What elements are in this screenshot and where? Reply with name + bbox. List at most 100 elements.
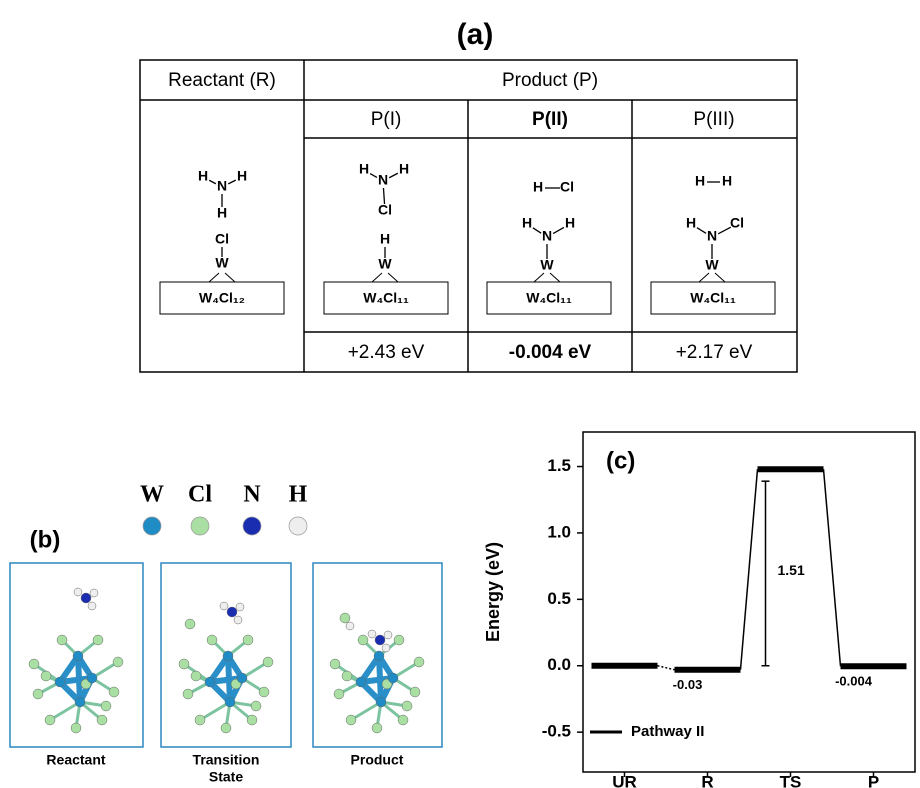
- atom-label: H: [722, 173, 732, 189]
- caption: State: [209, 769, 243, 785]
- atom-sphere: [236, 603, 244, 611]
- atom-sphere: [191, 671, 201, 681]
- legend-label: Pathway II: [631, 723, 704, 740]
- atom-sphere: [358, 635, 368, 645]
- atom-sphere: [113, 657, 123, 667]
- atom-sphere: [384, 631, 392, 639]
- x-tick-label: P: [868, 772, 879, 788]
- bond: [370, 174, 377, 178]
- atom-label: H: [359, 161, 369, 177]
- atom-label: N: [378, 172, 388, 188]
- atom-sphere: [220, 602, 228, 610]
- atom-sphere: [394, 635, 404, 645]
- atom-label: W: [378, 256, 392, 272]
- energy-cell: +2.43 eV: [348, 342, 425, 363]
- atom-label: H: [237, 168, 247, 184]
- atom-sphere: [205, 677, 215, 687]
- bond: [209, 273, 219, 282]
- bond: [228, 180, 235, 184]
- atom-sphere: [223, 651, 233, 661]
- atom-sphere: [87, 673, 97, 683]
- legend-label: Cl: [188, 482, 212, 508]
- x-tick-label: UR: [612, 772, 637, 788]
- legend-label: W: [140, 482, 164, 508]
- caption: Product: [351, 752, 404, 768]
- atom-label: H: [380, 231, 390, 247]
- atom-sphere: [81, 593, 91, 603]
- atom-sphere: [259, 687, 269, 697]
- atom-label: Cl: [730, 215, 744, 231]
- y-tick-label: 0.5: [547, 589, 571, 608]
- atom-sphere: [29, 659, 39, 669]
- figure: (a) Reactant (R) Product (P) P(I) P(II) …: [0, 0, 920, 788]
- bond: [697, 228, 706, 234]
- atom-sphere: [227, 607, 237, 617]
- atom-sphere: [243, 635, 253, 645]
- atom-label: H: [217, 205, 227, 221]
- atom-sphere: [75, 697, 85, 707]
- y-tick-label: 1.5: [547, 456, 571, 475]
- atom-label: N: [707, 228, 717, 244]
- connector: [741, 469, 758, 670]
- atom-label: Cl: [215, 231, 229, 247]
- atom-sphere: [71, 723, 81, 733]
- y-axis-label: Energy (eV): [483, 542, 503, 642]
- legend-sphere: [289, 517, 307, 535]
- atom-sphere: [90, 589, 98, 597]
- bond: [388, 273, 398, 282]
- subheader-cell: P(II): [532, 109, 568, 130]
- atom-sphere: [372, 723, 382, 733]
- atom-sphere: [382, 644, 390, 652]
- atom-sphere: [57, 635, 67, 645]
- atom-sphere: [368, 630, 376, 638]
- atom-label: N: [542, 228, 552, 244]
- value-label: -0.03: [673, 677, 703, 692]
- atom-sphere: [234, 616, 242, 624]
- plot-frame: [583, 432, 915, 772]
- caption: Transition: [193, 752, 260, 768]
- bond: [550, 273, 560, 282]
- y-tick-label: 1.0: [547, 522, 571, 541]
- bond: [715, 273, 725, 282]
- value-label: -0.004: [835, 674, 873, 689]
- atom-label: W: [705, 257, 719, 273]
- bond: [699, 273, 709, 282]
- atom-label: H: [522, 215, 532, 231]
- atom-sphere: [88, 602, 96, 610]
- atom-sphere: [179, 659, 189, 669]
- atom-sphere: [185, 619, 195, 629]
- subheader-cell: P(I): [371, 109, 402, 130]
- atom-sphere: [342, 671, 352, 681]
- stick: [228, 656, 230, 702]
- support-label: W₄Cl₁₂: [199, 290, 245, 306]
- legend-sphere: [243, 517, 261, 535]
- atom-sphere: [45, 715, 55, 725]
- atom-label: W: [215, 255, 229, 271]
- bond: [372, 273, 382, 282]
- subheader-cell: P(III): [693, 109, 734, 130]
- atom-sphere: [346, 715, 356, 725]
- atom-sphere: [388, 673, 398, 683]
- legend-sphere: [191, 517, 209, 535]
- atom-sphere: [41, 671, 51, 681]
- header-cell: Product (P): [502, 70, 598, 91]
- atom-sphere: [346, 622, 354, 630]
- atom-label: H: [686, 215, 696, 231]
- atom-label: Cl: [378, 202, 392, 218]
- y-tick-label: -0.5: [542, 722, 571, 741]
- atom-label: H: [695, 173, 705, 189]
- atom-label: H: [399, 161, 409, 177]
- atom-sphere: [376, 697, 386, 707]
- atom-sphere: [356, 677, 366, 687]
- atom-sphere: [375, 635, 385, 645]
- bond: [389, 173, 398, 178]
- stick: [379, 656, 381, 702]
- bond: [534, 273, 544, 282]
- atom-sphere: [55, 677, 65, 687]
- panel-label: (c): [606, 447, 635, 474]
- energy-cell: -0.004 eV: [509, 342, 592, 363]
- bond: [533, 228, 541, 233]
- atom-sphere: [101, 701, 111, 711]
- atom-sphere: [398, 715, 408, 725]
- atom-sphere: [374, 651, 384, 661]
